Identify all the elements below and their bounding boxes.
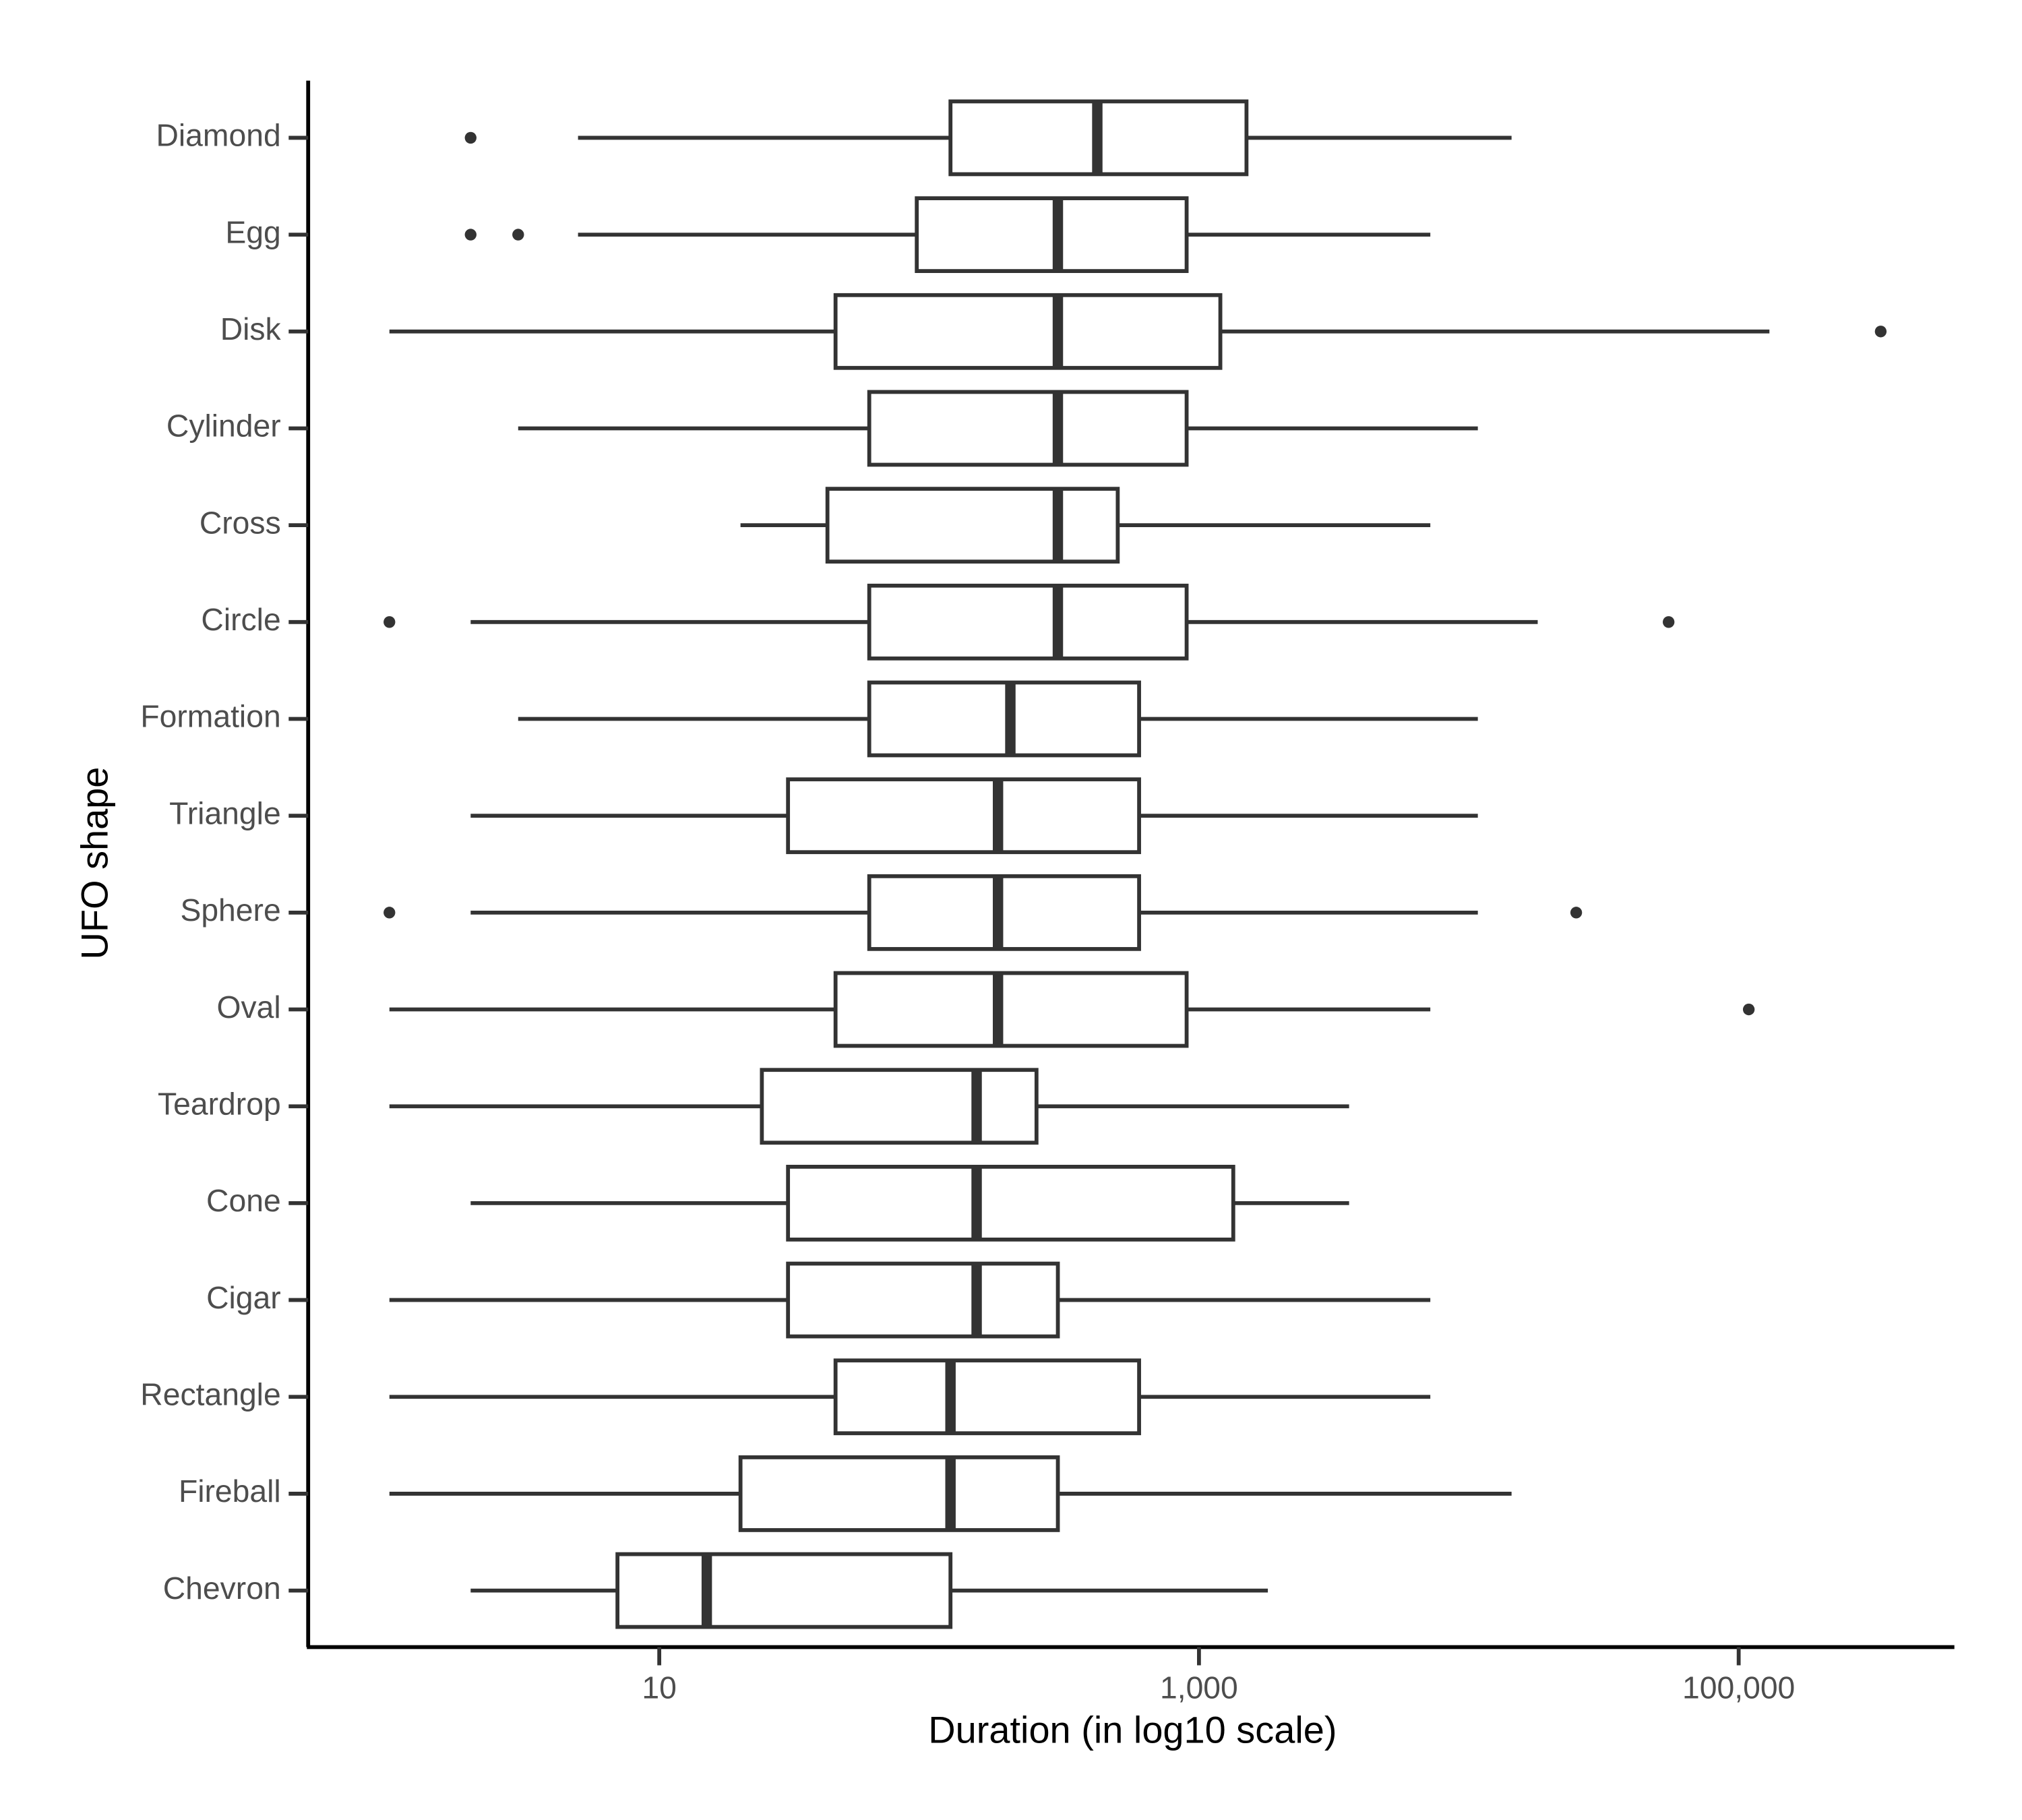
outlier: [1663, 616, 1675, 628]
box: [786, 1261, 1060, 1339]
box: [786, 777, 1141, 855]
x-tick-label: 10: [642, 1670, 676, 1705]
box: [833, 293, 1223, 370]
y-tick-label: Cigar: [206, 1280, 281, 1315]
y-tick-label: Sphere: [180, 892, 280, 928]
y-tick-label: Circle: [201, 602, 280, 637]
box: [833, 1358, 1141, 1436]
outlier: [1570, 907, 1583, 919]
y-tick-label: Chevron: [163, 1571, 281, 1606]
y-tick-label: Teardrop: [158, 1086, 281, 1121]
box: [915, 196, 1189, 274]
x-axis-title: Duration (in log10 scale): [928, 1709, 1337, 1751]
x-tick-label: 100,000: [1682, 1670, 1795, 1705]
box: [738, 1455, 1060, 1532]
box: [867, 680, 1141, 758]
outlier: [384, 907, 396, 919]
y-tick-label: Cylinder: [166, 408, 281, 444]
outlier: [1874, 326, 1887, 338]
outlier: [512, 229, 524, 241]
box: [786, 1165, 1235, 1242]
y-tick-label: Oval: [217, 990, 281, 1025]
y-tick-label: Rectangle: [140, 1376, 280, 1412]
outlier: [384, 616, 396, 628]
box: [825, 487, 1120, 564]
box: [833, 971, 1189, 1048]
box: [760, 1068, 1039, 1145]
box: [615, 1552, 953, 1629]
box: [867, 390, 1189, 467]
y-axis-title: UFO shape: [73, 767, 115, 960]
box: [867, 583, 1189, 661]
y-tick-label: Formation: [140, 699, 280, 734]
outlier: [464, 131, 477, 144]
y-tick-label: Diamond: [156, 118, 280, 153]
outlier: [464, 229, 477, 241]
y-tick-label: Cross: [200, 505, 281, 540]
y-tick-label: Triangle: [169, 795, 281, 830]
box: [867, 874, 1141, 951]
y-tick-label: Cone: [206, 1183, 281, 1218]
y-tick-label: Fireball: [179, 1474, 281, 1509]
y-tick-label: Egg: [225, 214, 280, 249]
x-tick-label: 1,000: [1160, 1670, 1238, 1705]
y-tick-label: Disk: [220, 311, 282, 346]
outlier: [1742, 1003, 1755, 1016]
